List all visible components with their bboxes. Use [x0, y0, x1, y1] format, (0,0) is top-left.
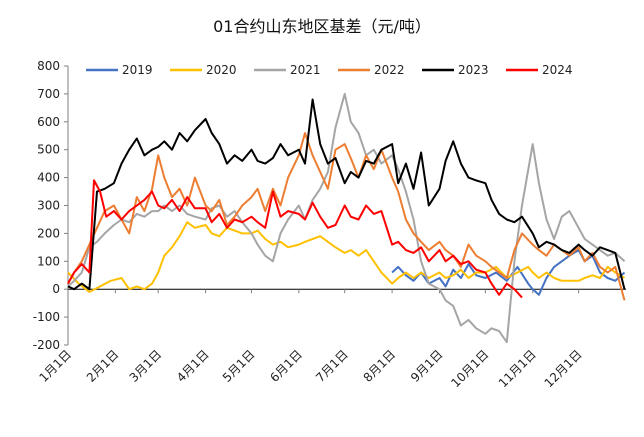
chart-legend: 2019 2020 2021 2022 2023 2024 [86, 63, 573, 77]
x-axis: 1月1日 2月1日 3月1日 4月1日 5月1日 6月1日 7月1日 8月1日 9月1日 10月1… [36, 288, 626, 390]
y-tick-label: 400 [37, 171, 60, 185]
y-tick-label: 100 [37, 254, 60, 268]
legend-label-2023: 2023 [458, 63, 489, 77]
x-tick-label: 3月1日 [127, 347, 165, 385]
y-tick-label: 200 [37, 226, 60, 240]
x-tick-label: 6月1日 [267, 347, 305, 385]
x-tick-label: 7月1日 [313, 347, 351, 385]
y-tick-label: 800 [37, 59, 60, 73]
series-line-2020 [67, 221, 626, 293]
x-tick-label: 9月1日 [408, 347, 446, 385]
legend-label-2020: 2020 [206, 63, 237, 77]
x-tick-label: 10月1日 [448, 347, 491, 390]
legend-label-2022: 2022 [374, 63, 405, 77]
x-tick-label: 1月1日 [36, 347, 74, 385]
legend-label-2024: 2024 [542, 63, 573, 77]
series-layer [67, 92, 626, 344]
x-tick-label: 11月1日 [496, 347, 539, 390]
y-tick-label: 500 [37, 143, 60, 157]
x-tick-label: 5月1日 [220, 347, 258, 385]
x-tick-label: 2月1日 [84, 347, 122, 385]
legend-label-2019: 2019 [122, 63, 153, 77]
y-tick-label: 600 [37, 115, 60, 129]
legend-label-2021: 2021 [290, 63, 321, 77]
x-tick-label: 8月1日 [361, 347, 399, 385]
series-line-2022 [67, 132, 626, 301]
y-tick-label: 700 [37, 87, 60, 101]
y-axis: -200 -100 0 100 200 300 400 500 600 700 800 [33, 59, 69, 352]
chart-title: 01合约山东地区基差（元/吨） [213, 17, 431, 36]
y-tick-label: 300 [37, 199, 60, 213]
y-tick-label: 0 [52, 282, 60, 296]
y-tick-label: -200 [33, 338, 60, 352]
y-tick-label: -100 [33, 310, 60, 324]
series-line-2023 [67, 98, 626, 291]
series-line-2024 [67, 179, 523, 299]
x-tick-label: 12月1日 [542, 347, 585, 390]
x-tick-label: 4月1日 [174, 347, 212, 385]
series-line-2021 [67, 92, 626, 344]
